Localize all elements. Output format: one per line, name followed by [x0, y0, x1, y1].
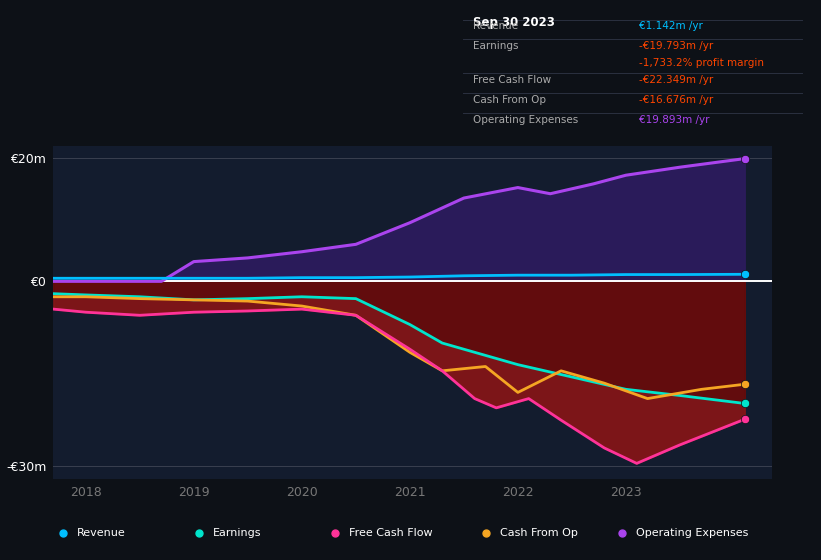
Text: Free Cash Flow: Free Cash Flow [474, 75, 552, 85]
Text: Sep 30 2023: Sep 30 2023 [474, 16, 555, 29]
Text: Operating Expenses: Operating Expenses [635, 529, 748, 538]
Text: -€16.676m /yr: -€16.676m /yr [640, 95, 713, 105]
Text: -€22.349m /yr: -€22.349m /yr [640, 75, 713, 85]
Text: Earnings: Earnings [213, 529, 261, 538]
Text: Cash From Op: Cash From Op [500, 529, 577, 538]
Text: Revenue: Revenue [76, 529, 126, 538]
Text: Cash From Op: Cash From Op [474, 95, 546, 105]
Text: Revenue: Revenue [474, 21, 518, 31]
Text: Operating Expenses: Operating Expenses [474, 115, 579, 125]
Text: Earnings: Earnings [474, 40, 519, 50]
Text: -1,733.2% profit margin: -1,733.2% profit margin [640, 58, 764, 68]
Text: €19.893m /yr: €19.893m /yr [640, 115, 709, 125]
Text: -€19.793m /yr: -€19.793m /yr [640, 40, 713, 50]
Text: Free Cash Flow: Free Cash Flow [349, 529, 432, 538]
Text: €1.142m /yr: €1.142m /yr [640, 21, 703, 31]
